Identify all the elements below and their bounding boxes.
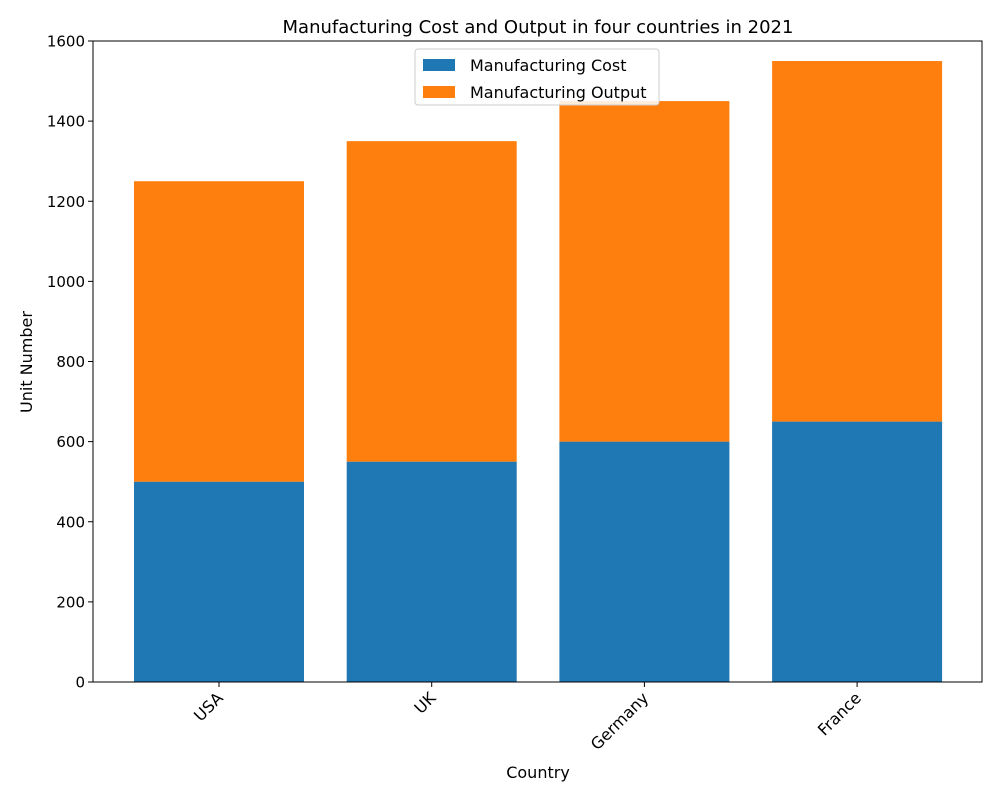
bars-layer bbox=[134, 61, 943, 682]
y-tick-label: 400 bbox=[56, 513, 85, 531]
y-tick-label: 200 bbox=[56, 593, 85, 611]
bar-usa-manufacturing-cost bbox=[134, 481, 304, 682]
y-tick-label: 1000 bbox=[47, 273, 85, 291]
legend-swatch-manufacturing-cost bbox=[423, 59, 455, 71]
y-tick-label: 1200 bbox=[47, 193, 85, 211]
y-tick-label: 1400 bbox=[47, 113, 85, 131]
bar-france-manufacturing-output bbox=[772, 61, 943, 422]
x-tick-label-uk: UK bbox=[410, 688, 439, 717]
x-axis: USA UK Germany France bbox=[190, 682, 865, 754]
y-axis-label: Unit Number bbox=[17, 311, 36, 413]
bar-france-manufacturing-cost bbox=[772, 421, 943, 682]
x-axis-label: Country bbox=[506, 763, 570, 782]
bar-uk-manufacturing-cost bbox=[346, 461, 517, 682]
bar-usa-manufacturing-output bbox=[134, 181, 304, 482]
y-tick-label: 1600 bbox=[47, 33, 85, 51]
bar-uk-manufacturing-output bbox=[346, 141, 517, 462]
legend: Manufacturing Cost Manufacturing Output bbox=[414, 48, 660, 106]
y-axis: 0 200 400 600 800 1000 1200 1400 1600 bbox=[47, 33, 93, 692]
chart-title: Manufacturing Cost and Output in four co… bbox=[283, 17, 794, 38]
x-tick-label-france: France bbox=[814, 688, 865, 739]
y-tick-label: 800 bbox=[56, 353, 85, 371]
x-tick-label-usa: USA bbox=[190, 688, 227, 725]
legend-label-manufacturing-cost: Manufacturing Cost bbox=[470, 56, 627, 75]
x-tick-label-germany: Germany bbox=[587, 688, 652, 753]
bar-germany-manufacturing-output bbox=[559, 101, 730, 442]
bar-germany-manufacturing-cost bbox=[559, 441, 730, 682]
y-tick-label: 600 bbox=[56, 433, 85, 451]
y-tick-label: 0 bbox=[75, 674, 85, 692]
legend-label-manufacturing-output: Manufacturing Output bbox=[470, 83, 647, 102]
plot-frame bbox=[92, 40, 983, 683]
legend-swatch-manufacturing-output bbox=[423, 86, 455, 98]
legend-box bbox=[414, 48, 660, 106]
